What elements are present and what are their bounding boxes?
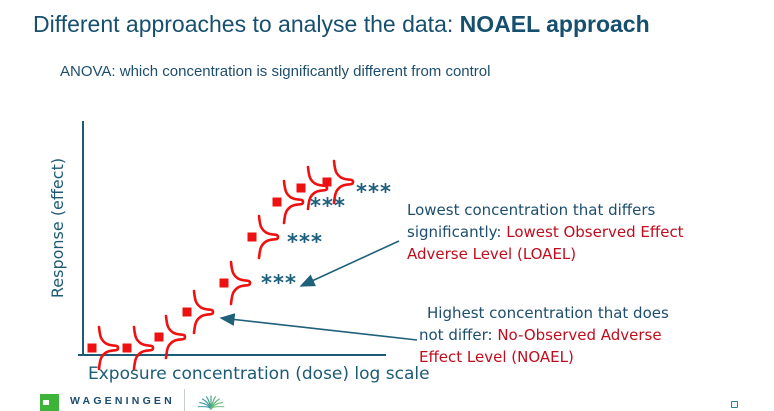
page-title-regular: Different approaches to analyse the data… (33, 11, 460, 37)
slide-number-marker (731, 401, 738, 408)
bell-curve-path (257, 214, 280, 260)
bell-curve-path (229, 260, 252, 306)
note-loael-line3: Adverse Level (LOAEL) (407, 245, 577, 263)
dose-distribution-glyph (122, 325, 155, 371)
bell-curve-path (97, 325, 120, 371)
note-noael: Highest concentration that does not diff… (419, 302, 749, 368)
significance-stars: *** (356, 180, 392, 204)
bell-curve-path (332, 159, 355, 205)
bell-curve-path (306, 165, 329, 211)
page-title-bold: NOAEL approach (459, 11, 650, 37)
footer-divider (184, 389, 185, 411)
annotation-arrow (219, 313, 418, 341)
wageningen-wordmark: WAGENINGEN (70, 395, 175, 407)
mean-square-marker (247, 232, 257, 242)
mean-square-marker (272, 197, 282, 207)
subtitle: ANOVA: which concentration is significan… (60, 63, 491, 80)
bell-curve-path (192, 289, 215, 335)
annotation-arrow (299, 240, 400, 287)
mean-square-marker (296, 183, 306, 193)
wageningen-logo-notch (43, 400, 49, 405)
mean-square-marker (182, 307, 192, 317)
note-noael-line1: Highest concentration that does (427, 304, 669, 322)
mean-square-marker (154, 332, 164, 342)
dose-distribution-glyph (272, 179, 305, 225)
dose-distribution-glyph (296, 165, 329, 211)
mean-square-marker (322, 177, 332, 187)
significance-stars: *** (310, 194, 346, 218)
bell-curve-path (164, 314, 187, 360)
significance-stars: *** (287, 230, 323, 254)
dose-distribution-glyph (154, 314, 187, 360)
dose-distribution-glyph (182, 289, 215, 335)
note-loael: Lowest concentration that differs signif… (407, 199, 737, 265)
dose-distribution-glyph (219, 260, 252, 306)
wageningen-tree-icon (197, 395, 225, 410)
note-loael-line1: Lowest concentration that differs (407, 201, 656, 219)
dose-distribution-glyph (247, 214, 280, 260)
note-noael-line2: not differ: No-Observed Adverse (419, 326, 662, 344)
dose-distribution-glyph (322, 159, 355, 205)
note-noael-line3: Effect Level (NOAEL) (419, 348, 574, 366)
page-title: Different approaches to analyse the data… (33, 11, 650, 38)
note-loael-line2: significantly: Lowest Observed Effect (407, 223, 684, 241)
mean-square-marker (122, 343, 132, 353)
mean-square-marker (87, 343, 97, 353)
x-axis-label: Exposure concentration (dose) log scale (88, 364, 430, 384)
dose-distribution-glyph (87, 325, 120, 371)
wageningen-logo-square (40, 394, 59, 411)
significance-stars: *** (261, 271, 297, 295)
bell-curve-path (282, 179, 305, 225)
mean-square-marker (219, 278, 229, 288)
bell-curve-path (132, 325, 155, 371)
